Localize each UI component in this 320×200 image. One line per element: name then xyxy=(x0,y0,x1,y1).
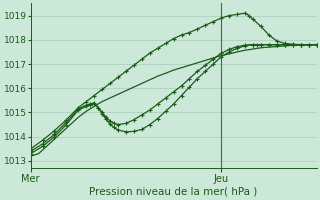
X-axis label: Pression niveau de la mer( hPa ): Pression niveau de la mer( hPa ) xyxy=(90,187,258,197)
